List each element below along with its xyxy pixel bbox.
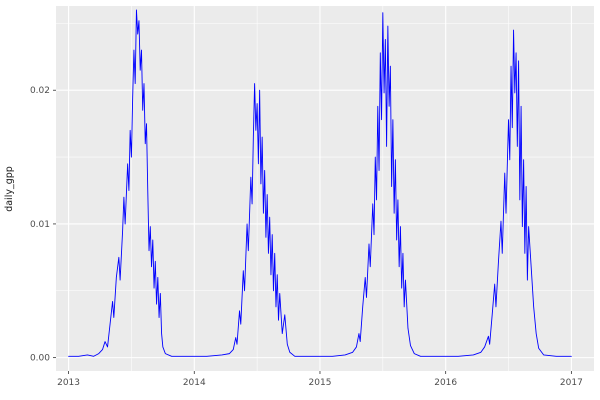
- y-tick-label: 0.02: [30, 86, 50, 96]
- x-tick-label: 2017: [560, 378, 583, 388]
- chart-layers: 2013 2014 2015 2016 2017 0.00 0.01 0.02: [30, 6, 594, 388]
- x-tick-label: 2013: [57, 378, 80, 388]
- daily-gpp-line: [68, 9, 572, 357]
- y-axis-title: daily_gpp: [4, 166, 15, 212]
- x-tick-label: 2016: [434, 378, 457, 388]
- series-layer: [68, 9, 572, 357]
- x-tick-label: 2014: [183, 378, 206, 388]
- y-tick-label: 0.00: [30, 354, 50, 364]
- x-tick-label: 2015: [309, 378, 332, 388]
- y-tick-label: 0.01: [30, 220, 50, 230]
